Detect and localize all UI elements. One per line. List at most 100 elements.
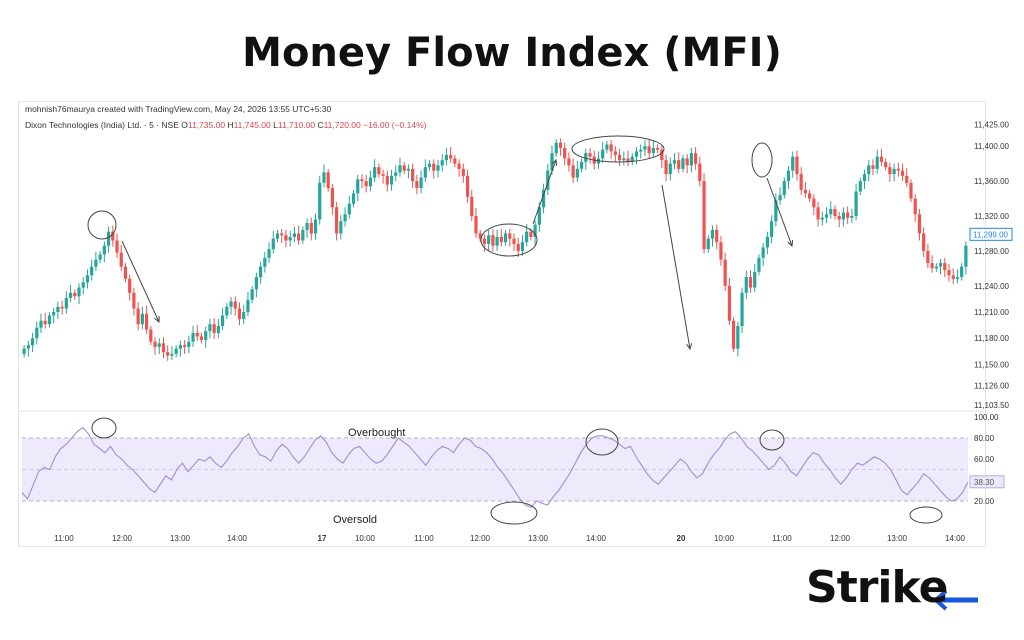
- candle-body: [546, 170, 550, 190]
- candle-body: [499, 236, 503, 243]
- candle-body: [710, 229, 715, 239]
- candle-body: [73, 292, 77, 297]
- candle-body: [748, 277, 753, 288]
- time-tick-label: 10:00: [355, 534, 376, 543]
- candle-body: [233, 301, 237, 309]
- annotation-circle: [759, 429, 785, 451]
- candle-body: [672, 160, 677, 164]
- candle-body: [630, 156, 634, 162]
- candle-body: [702, 181, 706, 250]
- candle-body: [753, 271, 757, 288]
- candle-body: [816, 207, 820, 220]
- close-label: C: [317, 120, 324, 130]
- candle-body: [229, 301, 233, 307]
- candle-body: [195, 332, 199, 337]
- candle-body: [896, 168, 900, 171]
- candle-body: [554, 142, 558, 154]
- mfi-line: [21, 426, 969, 508]
- time-tick-label: 10:00: [714, 534, 735, 543]
- candle-body: [617, 154, 622, 161]
- mfi-last-tag: [969, 475, 1005, 489]
- candle-body: [271, 238, 275, 250]
- candle-body: [474, 216, 478, 234]
- candle-body: [693, 153, 698, 164]
- candle-body: [588, 153, 592, 157]
- candle-body: [829, 209, 833, 215]
- candle-body: [482, 238, 487, 244]
- candle-body: [292, 233, 297, 237]
- candle-body: [563, 147, 567, 159]
- candle-body: [313, 219, 318, 234]
- low-value: 11,710.00: [277, 120, 316, 130]
- candle-body: [30, 338, 35, 346]
- mfi-tick-label: 80.00: [974, 434, 995, 443]
- mfi-tick-label: 20.00: [974, 497, 995, 506]
- candle-body: [774, 200, 778, 222]
- candle-body: [537, 207, 541, 225]
- price-tick-label: 11,425.00: [974, 120, 1010, 129]
- candle-body: [934, 266, 938, 269]
- annotation-circle: [585, 428, 619, 456]
- candle-body: [706, 238, 710, 250]
- candle-body: [917, 214, 922, 234]
- candle-body: [605, 144, 609, 150]
- candle-body: [668, 163, 672, 175]
- price-tick-label: 11,103.50: [974, 401, 1010, 410]
- candle-body: [415, 181, 419, 189]
- candle-body: [178, 345, 182, 349]
- time-tick-label: 13:00: [887, 534, 908, 543]
- time-tick-label: 11:00: [414, 534, 434, 543]
- open-value: 11,735.00: [187, 120, 226, 130]
- candle-body: [149, 329, 153, 342]
- candle-body: [26, 345, 30, 349]
- symbol-label: Dixon Technologies (India) Ltd. · 5 · NS…: [25, 120, 179, 130]
- time-tick-label: 14:00: [586, 534, 607, 543]
- time-tick-label: 11:00: [54, 534, 74, 543]
- candle-body: [862, 174, 867, 182]
- candle-body: [68, 292, 73, 299]
- candle-body: [263, 257, 267, 267]
- price-tick-label: 11,126.00: [974, 381, 1010, 390]
- candle-body: [250, 289, 254, 300]
- mfi-axis: 100.00 80.00 60.00 20.00: [974, 413, 999, 506]
- candle-body: [879, 156, 884, 162]
- annotation-circle: [480, 223, 538, 257]
- candle-body: [309, 222, 313, 234]
- time-axis: 11:00 12:00 13:00 14:00 17 10:00 11:00 12:00 13:…: [54, 534, 965, 543]
- candle-body: [875, 156, 879, 169]
- candle-body: [571, 165, 575, 178]
- candle-body: [52, 312, 56, 316]
- price-tick-label: 11,280.00: [974, 247, 1010, 256]
- annotation-circle: [87, 210, 117, 240]
- candle-body: [119, 252, 123, 267]
- candle-body: [381, 174, 385, 176]
- candle-body: [820, 217, 824, 220]
- candle-body: [330, 188, 335, 208]
- candle-body: [930, 263, 934, 269]
- candle-body: [216, 325, 220, 333]
- candle-body: [140, 313, 144, 325]
- candle-body: [558, 142, 563, 148]
- candle-body: [132, 292, 136, 309]
- candle-body: [909, 182, 913, 199]
- candle-body: [782, 181, 786, 196]
- candle-body: [926, 250, 930, 264]
- time-tick-label: 13:00: [528, 534, 549, 543]
- candle-body: [795, 156, 799, 175]
- candle-body: [575, 168, 579, 178]
- candle-body: [601, 149, 605, 159]
- annotation-circle: [91, 417, 117, 439]
- candle-body: [128, 278, 132, 293]
- candle-body: [136, 308, 140, 325]
- candle-body: [111, 231, 115, 241]
- candle-body: [368, 177, 373, 187]
- candle-body: [765, 236, 770, 248]
- candle-body: [643, 146, 647, 150]
- candle-body: [174, 348, 178, 354]
- candle-body: [871, 165, 875, 169]
- candle-body: [208, 324, 212, 332]
- strike-logo: Strike: [806, 562, 948, 613]
- candle-body: [732, 320, 736, 349]
- time-tick-label: 14:00: [945, 534, 966, 543]
- candle-body: [503, 233, 508, 243]
